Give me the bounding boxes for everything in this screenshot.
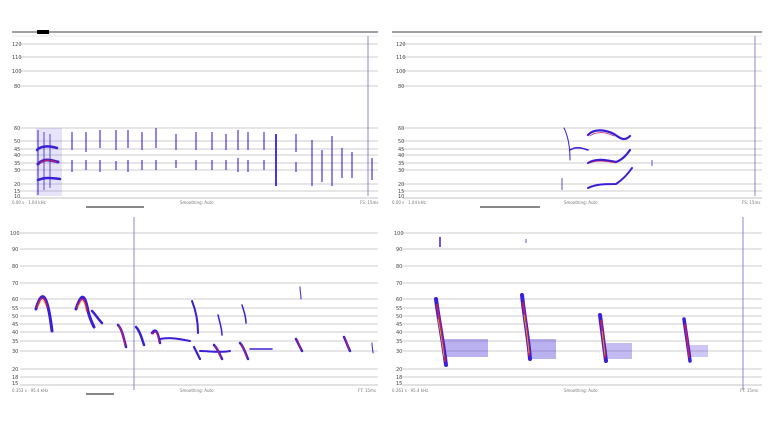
y-label: 20 [12, 367, 18, 373]
y-label: 40 [398, 153, 404, 159]
y-label: 40 [14, 153, 20, 159]
spectrogram-panel-4[interactable]: 100 90 80 70 60 55 50 45 40 35 30 20 18 … [384, 215, 768, 421]
waveform-burst [37, 30, 49, 34]
y-label: 55 [396, 306, 402, 312]
y-label: 35 [14, 161, 20, 167]
y-axis-labels: 120 110 100 80 60 50 45 40 35 30 20 15 1… [12, 42, 22, 200]
y-label: 50 [14, 139, 20, 145]
y-label: 80 [398, 84, 404, 90]
footer-cursor-readout: 0.353 s · 95.4 kHz [12, 388, 48, 393]
spectrogram-canvas-4[interactable]: 100 90 80 70 60 55 50 45 40 35 30 20 18 … [384, 215, 768, 421]
y-label: 40 [12, 330, 18, 336]
y-label: 60 [396, 297, 402, 303]
scrollbar-thumb[interactable] [86, 206, 144, 208]
y-axis-labels: 100 90 80 70 60 55 50 45 40 35 30 20 18 … [394, 231, 404, 387]
scrollbar-thumb[interactable] [480, 206, 540, 208]
y-label: 35 [398, 161, 404, 167]
y-label: 15 [14, 189, 20, 195]
y-grid [20, 43, 378, 192]
y-label: 90 [396, 247, 402, 253]
spectrogram-canvas-2[interactable]: 120 110 100 80 60 50 45 40 35 30 20 15 1… [384, 0, 768, 215]
scrollbar-thumb[interactable] [86, 393, 114, 395]
y-label: 110 [396, 55, 406, 61]
y-label: 110 [12, 55, 22, 61]
spectrogram-panel-2[interactable]: 120 110 100 80 60 50 45 40 35 30 20 15 1… [384, 0, 768, 215]
y-label: 100 [396, 69, 406, 75]
y-label: 30 [12, 349, 18, 355]
footer-smoothing: Smoothing: Auto [564, 200, 598, 205]
y-label: 70 [396, 281, 402, 287]
y-label: 120 [12, 42, 22, 48]
y-label: 15 [398, 189, 404, 195]
y-label: 45 [14, 147, 20, 153]
call-group [561, 127, 653, 190]
y-label: 60 [398, 126, 404, 132]
y-label: 18 [12, 375, 18, 381]
spectrogram-panel-3[interactable]: 100 90 80 70 60 55 50 45 40 35 30 20 18 … [0, 215, 384, 421]
y-label: 90 [12, 247, 18, 253]
y-label: 45 [396, 322, 402, 328]
y-label: 80 [396, 264, 402, 270]
echolocation-pulses [71, 128, 373, 186]
y-label: 100 [10, 231, 20, 237]
social-calls [34, 286, 374, 361]
y-label: 80 [12, 264, 18, 270]
y-label: 20 [396, 367, 402, 373]
footer-cursor-readout: 0.00 s · 1.04 kHz [12, 200, 46, 205]
spectrogram-panel-1[interactable]: 120 110 100 80 60 50 45 40 35 30 20 15 1… [0, 0, 384, 215]
fm-sweep-calls [434, 237, 708, 367]
footer-ft-setting: FS: 15ms [360, 200, 378, 205]
y-label: 10 [14, 194, 20, 200]
y-label: 100 [394, 231, 404, 237]
call-cluster [35, 128, 62, 196]
y-label: 80 [14, 84, 20, 90]
y-label: 40 [396, 330, 402, 336]
y-label: 50 [398, 139, 404, 145]
y-label: 55 [12, 306, 18, 312]
y-grid [402, 232, 762, 378]
y-label: 35 [396, 339, 402, 345]
y-label: 35 [12, 339, 18, 345]
y-label: 60 [14, 126, 20, 132]
y-label: 120 [396, 42, 406, 48]
y-grid [402, 43, 762, 192]
y-label: 45 [398, 147, 404, 153]
footer-smoothing: Smoothing: Auto [180, 388, 214, 393]
y-axis-labels: 120 110 100 80 60 50 45 40 35 30 20 15 1… [396, 42, 406, 200]
footer-smoothing: Smoothing: Auto [180, 200, 214, 205]
y-label: 20 [14, 182, 20, 188]
spectrogram-canvas-1[interactable]: 120 110 100 80 60 50 45 40 35 30 20 15 1… [0, 0, 384, 215]
y-label: 50 [396, 314, 402, 320]
footer-ft-setting: FT: 15ms [740, 388, 758, 393]
y-label: 15 [12, 381, 18, 387]
y-label: 60 [12, 297, 18, 303]
y-axis-labels: 100 90 80 70 60 55 50 45 40 35 30 20 18 … [10, 231, 20, 387]
y-label: 30 [396, 349, 402, 355]
y-label: 45 [12, 322, 18, 328]
footer-smoothing: Smoothing: Auto [564, 388, 598, 393]
y-label: 18 [396, 375, 402, 381]
y-label: 100 [12, 69, 22, 75]
y-label: 10 [398, 194, 404, 200]
y-label: 20 [398, 182, 404, 188]
y-label: 70 [12, 281, 18, 287]
y-label: 15 [396, 381, 402, 387]
footer-cursor-readout: 0.00 s · 1.04 kHz [392, 200, 426, 205]
footer-ft-setting: FS: 15ms [742, 200, 760, 205]
y-label: 30 [14, 168, 20, 174]
spectrogram-canvas-3[interactable]: 100 90 80 70 60 55 50 45 40 35 30 20 18 … [0, 215, 384, 421]
y-label: 30 [398, 168, 404, 174]
y-label: 50 [12, 314, 18, 320]
footer-ft-setting: FT: 15ms [358, 388, 376, 393]
footer-cursor-readout: 0.261 s · 95.4 kHz [392, 388, 428, 393]
